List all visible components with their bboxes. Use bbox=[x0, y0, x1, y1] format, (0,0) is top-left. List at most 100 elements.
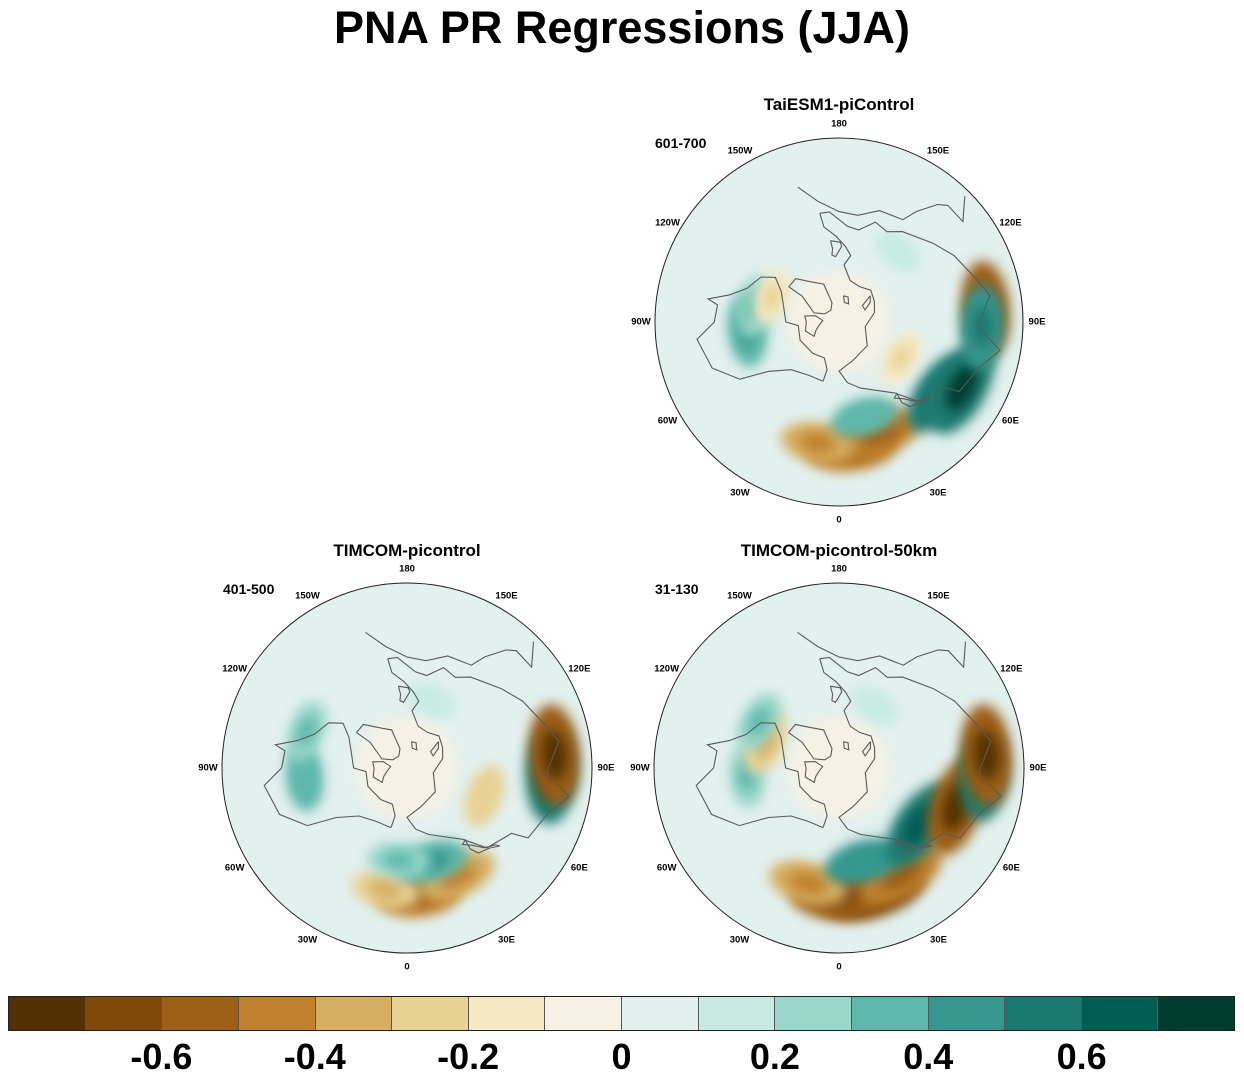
anomaly-core bbox=[844, 850, 884, 873]
longitude-label: 90W bbox=[630, 762, 650, 774]
longitude-label: 0 bbox=[836, 961, 842, 973]
colorbar-box bbox=[1158, 997, 1234, 1030]
polar-map bbox=[221, 582, 593, 954]
colorbar-box bbox=[238, 997, 316, 1030]
polar-map bbox=[654, 137, 1024, 507]
longitude-label: 180 bbox=[399, 563, 415, 575]
colorbar-box bbox=[392, 997, 469, 1030]
anomaly-core bbox=[902, 803, 937, 846]
colorbar-box bbox=[928, 997, 1006, 1030]
longitude-label: 150W bbox=[727, 590, 752, 602]
colorbar-tick-label: -0.6 bbox=[130, 1036, 193, 1077]
coastline bbox=[843, 295, 850, 305]
arctic-region bbox=[355, 716, 459, 820]
colorbar-tick-label: -0.2 bbox=[437, 1036, 500, 1077]
anomaly-core bbox=[474, 780, 495, 812]
longitude-label: 30W bbox=[297, 934, 318, 946]
colorbar-box bbox=[545, 997, 622, 1030]
longitude-label: 30E bbox=[930, 934, 947, 946]
coastline bbox=[893, 392, 932, 408]
coastline bbox=[861, 295, 871, 311]
longitude-label: 60W bbox=[224, 862, 245, 873]
coastline bbox=[371, 761, 392, 784]
longitude-label: 30W bbox=[729, 934, 750, 946]
colorbar-tick-label: 0.2 bbox=[749, 1036, 800, 1077]
longitude-label: 60E bbox=[570, 862, 588, 873]
anomaly-core bbox=[886, 241, 910, 262]
longitude-label: 30W bbox=[730, 487, 750, 499]
longitude-label: 90E bbox=[597, 762, 615, 774]
arctic-region bbox=[787, 270, 891, 374]
colorbar-box bbox=[9, 997, 86, 1030]
coastline bbox=[788, 277, 833, 315]
longitude-label: 150E bbox=[926, 145, 950, 157]
longitude-label: 120E bbox=[1000, 663, 1023, 674]
longitude-label: 0 bbox=[404, 961, 410, 973]
coastline bbox=[365, 631, 535, 669]
colorbar-box bbox=[85, 997, 163, 1030]
anomaly-core bbox=[880, 859, 922, 890]
longitude-label: 180 bbox=[831, 563, 847, 575]
anomaly-core bbox=[945, 363, 979, 411]
coastline bbox=[861, 741, 872, 757]
map-border bbox=[654, 137, 1024, 507]
anomaly-core bbox=[890, 344, 912, 371]
longitude-label: 90E bbox=[1028, 316, 1046, 328]
coastline bbox=[695, 722, 828, 829]
anomaly-core bbox=[847, 406, 882, 427]
anomaly-core bbox=[368, 879, 403, 900]
panel-title: TIMCOM-picontrol-50km bbox=[740, 541, 938, 560]
coastline bbox=[397, 685, 411, 704]
anomaly-core bbox=[295, 759, 314, 795]
coastline bbox=[429, 741, 440, 757]
map-border bbox=[653, 582, 1025, 954]
coastline bbox=[843, 741, 850, 751]
colorbar bbox=[8, 996, 1235, 1031]
coastline bbox=[788, 723, 833, 761]
anomaly-core bbox=[862, 696, 887, 716]
longitude-label: 90E bbox=[1029, 762, 1047, 774]
coastline bbox=[803, 761, 824, 784]
longitude-label: 30E bbox=[929, 487, 947, 499]
colorbar-tick-label: 0.4 bbox=[903, 1036, 954, 1077]
colorbar-box bbox=[851, 997, 929, 1030]
coastline bbox=[829, 685, 843, 704]
arctic-region bbox=[787, 716, 891, 820]
longitude-label: 150E bbox=[927, 590, 950, 602]
coastline bbox=[263, 722, 396, 829]
panel-years: 401-500 bbox=[223, 581, 275, 597]
colorbar-box bbox=[775, 997, 852, 1030]
longitude-label: 120W bbox=[654, 663, 680, 674]
colorbar-box bbox=[1081, 997, 1159, 1030]
longitude-label: 90W bbox=[631, 316, 651, 328]
longitude-label: 0 bbox=[836, 514, 842, 526]
panel-years: 601-700 bbox=[655, 135, 707, 151]
longitude-label: 30E bbox=[498, 934, 515, 946]
longitude-label: 180 bbox=[831, 118, 847, 130]
longitude-label: 90W bbox=[198, 762, 218, 774]
anomaly-core bbox=[788, 871, 828, 895]
anomaly-core bbox=[799, 432, 837, 454]
longitude-label: 150E bbox=[495, 590, 518, 602]
coastline bbox=[893, 838, 933, 854]
colorbar-tick-label: -0.4 bbox=[283, 1036, 346, 1077]
polar-map bbox=[653, 582, 1025, 954]
map-border bbox=[221, 582, 593, 954]
longitude-label: 120E bbox=[999, 217, 1022, 229]
coastline bbox=[356, 723, 401, 761]
longitude-label: 120W bbox=[655, 217, 680, 229]
main-title: PNA PR Regressions (JJA) bbox=[334, 2, 910, 53]
coastline bbox=[829, 240, 843, 258]
coastline bbox=[696, 276, 828, 382]
panel-years: 31-130 bbox=[655, 581, 699, 597]
colorbar-box bbox=[315, 997, 393, 1030]
colorbar-box bbox=[1005, 997, 1082, 1030]
anomaly-core bbox=[383, 851, 415, 869]
coastline bbox=[387, 656, 570, 849]
coastline bbox=[411, 741, 418, 751]
longitude-label: 120E bbox=[568, 663, 591, 674]
coastline bbox=[797, 631, 967, 669]
coastline bbox=[797, 186, 966, 223]
coastline bbox=[819, 656, 1002, 849]
longitude-label: 120W bbox=[222, 663, 248, 674]
